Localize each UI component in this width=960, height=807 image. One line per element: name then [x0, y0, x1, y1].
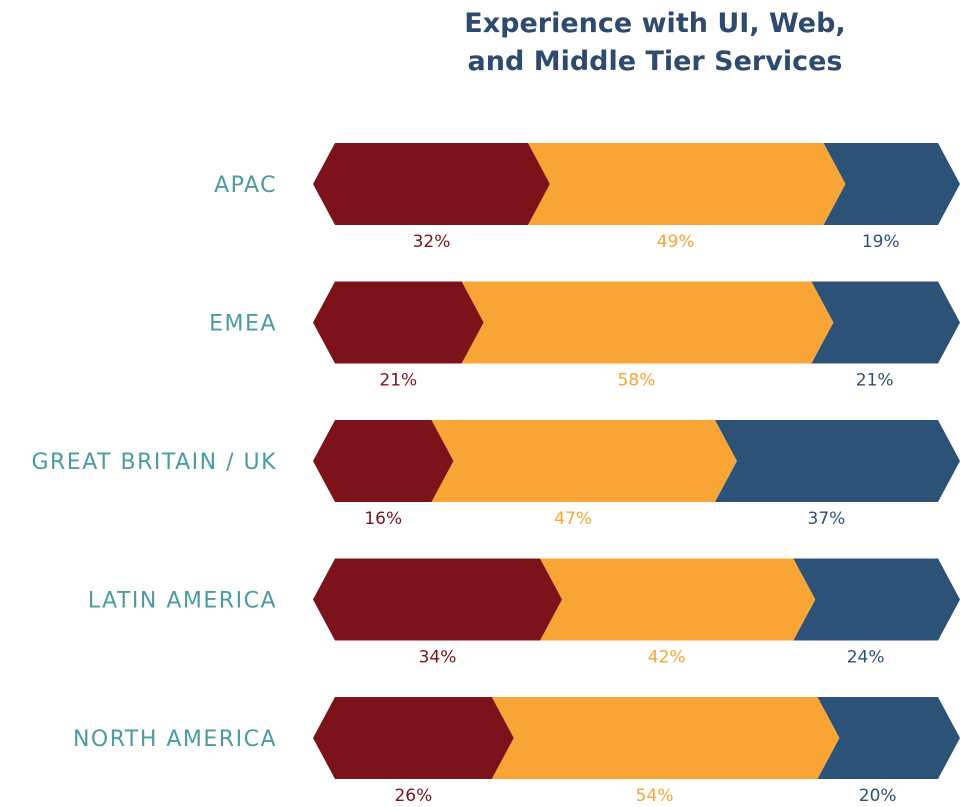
category-label: NORTH AMERICA [73, 727, 277, 752]
value-label: 24% [847, 648, 885, 668]
bar-segment [313, 281, 484, 364]
bar-segment [461, 281, 834, 364]
bar-segment [491, 697, 840, 779]
value-label: 21% [856, 371, 894, 391]
bar-segment [313, 420, 454, 502]
bar-segment [793, 558, 960, 641]
bar-segment [823, 143, 960, 225]
value-label: 49% [657, 232, 695, 252]
value-label: 20% [859, 786, 897, 806]
chart-title: Experience with UI, Web, [464, 8, 845, 39]
category-label: APAC [214, 173, 277, 198]
value-label: 32% [413, 232, 451, 252]
category-label: GREAT BRITAIN / UK [31, 450, 277, 475]
bar-segment [817, 697, 960, 779]
value-label: 42% [648, 648, 686, 668]
category-label: LATIN AMERICA [88, 589, 277, 614]
value-label: 16% [364, 509, 402, 529]
value-label: 34% [419, 648, 457, 668]
bar-segment [540, 558, 816, 641]
chart-title: and Middle Tier Services [468, 46, 843, 77]
bar-segment [811, 281, 960, 364]
bar-segment [313, 143, 550, 225]
value-label: 37% [808, 509, 846, 529]
value-label: 19% [862, 232, 900, 252]
value-label: 21% [379, 371, 417, 391]
bar-segment [527, 143, 846, 225]
bar-segment [313, 697, 514, 779]
value-label: 58% [618, 371, 656, 391]
value-label: 47% [554, 509, 592, 529]
bar-segment [714, 420, 960, 502]
bar-segment [313, 558, 563, 641]
bar-segment [431, 420, 737, 502]
value-label: 54% [636, 786, 674, 806]
value-label: 26% [394, 786, 432, 806]
category-label: EMEA [209, 312, 277, 337]
